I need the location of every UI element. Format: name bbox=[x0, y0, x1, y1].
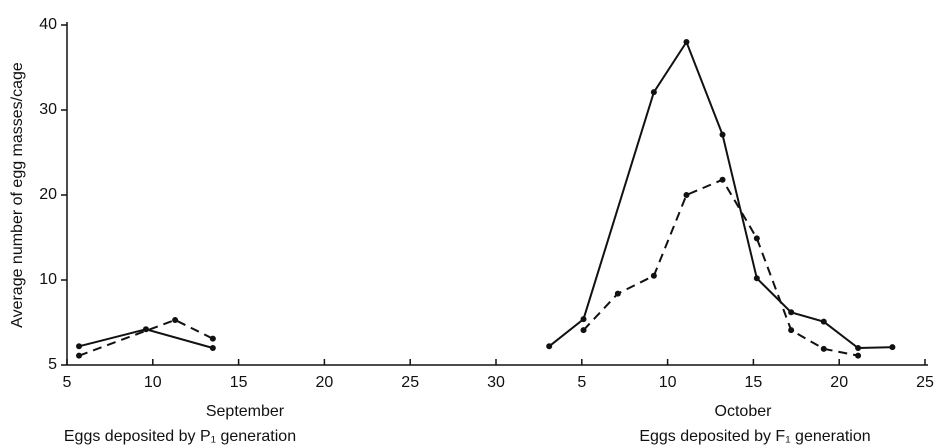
x-group-month: October bbox=[715, 403, 773, 420]
x-tick-label: 25 bbox=[401, 374, 419, 391]
x-tick-label: 10 bbox=[659, 374, 677, 391]
data-point bbox=[855, 345, 862, 351]
y-tick-label: 5 bbox=[48, 356, 57, 373]
x-group-caption: Eggs deposited by P₁ generation bbox=[64, 428, 296, 445]
x-group-month: September bbox=[206, 403, 285, 420]
data-point bbox=[546, 343, 553, 350]
data-point bbox=[650, 272, 657, 279]
data-point bbox=[172, 316, 179, 323]
x-tick-label: 15 bbox=[230, 374, 248, 391]
x-tick-label: 20 bbox=[316, 374, 334, 391]
y-tick-label: 10 bbox=[39, 271, 57, 288]
x-group-caption: Eggs deposited by F₁ generation bbox=[639, 428, 870, 445]
y-tick-label: 40 bbox=[39, 16, 57, 33]
data-point bbox=[753, 275, 760, 282]
data-point bbox=[76, 343, 83, 350]
data-point bbox=[650, 89, 657, 96]
x-tick-label: 15 bbox=[745, 374, 763, 391]
data-point bbox=[580, 327, 587, 334]
x-tick-label: 5 bbox=[577, 374, 586, 391]
data-point bbox=[142, 326, 149, 333]
data-point bbox=[855, 352, 862, 359]
y-axis-label: Average number of egg masses/cage bbox=[9, 62, 26, 328]
data-point bbox=[580, 316, 587, 323]
data-point bbox=[889, 344, 896, 351]
data-point bbox=[820, 318, 827, 325]
data-point bbox=[788, 309, 795, 316]
data-point bbox=[683, 192, 690, 198]
data-point bbox=[76, 352, 83, 359]
x-tick-label: 10 bbox=[144, 374, 162, 391]
x-tick-label: 25 bbox=[916, 374, 934, 391]
data-point bbox=[209, 345, 216, 351]
data-point bbox=[683, 39, 690, 45]
y-tick-label: 20 bbox=[39, 186, 57, 203]
series-line bbox=[78, 39, 893, 350]
data-point bbox=[209, 335, 216, 342]
x-tick-label: 5 bbox=[63, 374, 72, 391]
x-tick-label: 20 bbox=[830, 374, 848, 391]
data-point bbox=[753, 235, 760, 242]
data-point bbox=[719, 176, 726, 183]
data-point bbox=[788, 327, 795, 334]
series-line bbox=[78, 178, 859, 357]
y-tick-label: 30 bbox=[39, 101, 57, 118]
data-point bbox=[820, 345, 827, 352]
data-point bbox=[719, 131, 726, 138]
x-tick-label: 30 bbox=[487, 374, 505, 391]
data-point bbox=[614, 290, 621, 297]
